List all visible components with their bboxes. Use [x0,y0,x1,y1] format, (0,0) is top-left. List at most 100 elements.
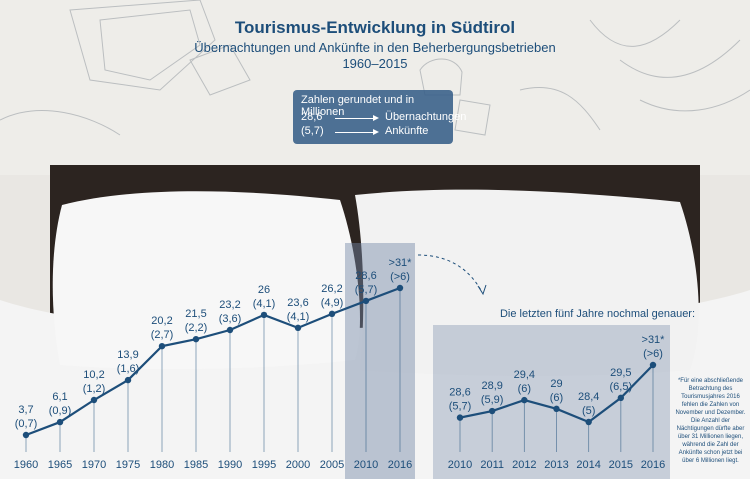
data-point [617,394,625,402]
value-label: 3,7 [18,404,33,416]
period-label: 1960–2015 [342,56,408,71]
data-point [328,310,336,318]
x-tick-label: 1995 [252,459,276,471]
arrival-label: (3,6) [219,313,242,325]
data-point [22,431,30,439]
value-label: 6,1 [52,391,67,403]
data-point [192,335,200,343]
legend-heading: Zahlen gerundet und in Millionen [301,94,415,118]
arrival-label: (5,7) [449,401,472,413]
highlight-band-main [345,243,415,479]
x-tick-label: 1975 [116,459,140,471]
data-point [158,342,166,350]
x-tick-label: 2016 [641,459,665,471]
data-point [521,396,528,404]
value-label: 13,9 [117,349,138,361]
data-point [226,326,234,334]
data-point [362,297,370,305]
value-label: >31* [389,257,413,269]
data-point [260,311,268,319]
legend-arrival-label: Ankünfte [385,125,429,137]
x-tick-label: 2010 [448,459,472,471]
x-tick-label: 2015 [609,459,633,471]
value-label: 29 [550,378,562,390]
value-label: 26,2 [321,283,342,295]
arrival-label: (5,9) [481,394,504,406]
value-label: 20,2 [151,315,172,327]
arrival-label: (5,7) [355,284,378,296]
data-point [124,376,132,384]
inset-title: Die letzten fünf Jahre nochmal genauer: [499,308,696,320]
pillow-right [355,189,699,376]
value-label: 26 [258,284,270,296]
value-label: 28,9 [481,380,502,392]
value-label: >31* [642,334,666,346]
arrival-label: (>6) [643,348,663,360]
arrival-label: (4,1) [287,311,310,323]
x-tick-label: 2012 [512,459,536,471]
data-point [488,407,496,415]
inset-line-chart: 28,6 (5,7) 2010 28,9 (5,9) 2011 29,4 (6) 2012 29 (… [448,334,665,471]
arrival-label: (6,5) [610,381,633,393]
arrival-label: (6) [518,383,531,395]
data-point [585,418,592,426]
x-tick-label: 2005 [320,459,344,471]
x-tick-label: 2014 [576,459,600,471]
value-label: 23,2 [219,299,240,311]
wall-background [0,0,750,175]
x-tick-label: 2013 [544,459,568,471]
data-point [649,361,657,369]
x-tick-label: 1960 [14,459,38,471]
x-tick-label: 1990 [218,459,242,471]
x-tick-label: 1970 [82,459,106,471]
arrival-label: (2,2) [185,322,208,334]
value-label: 28,4 [578,391,599,403]
data-point [294,324,302,332]
arrival-label: (4,9) [321,297,344,309]
x-tick-label: 2000 [286,459,310,471]
main-line-chart: 3,7 (0,7) 1960 6,1 (0,9) 1965 10,2 (1,2) 1970 13,… [14,257,412,471]
x-tick-label: 1980 [150,459,174,471]
highlight-band-inset [433,325,670,479]
arrival-label: (6) [550,392,563,404]
arrival-label: (1,6) [117,363,140,375]
legend-overnight-label: Übernachtungen [385,111,467,123]
data-point [553,405,560,413]
legend-arrow-icon [335,129,379,135]
page-subtitle: Übernachtungen und Ankünfte in den Beher… [194,40,556,55]
data-point [456,414,464,421]
data-point [56,418,64,426]
x-tick-label: 2016 [388,459,412,471]
legend-overnight-example: 28,6 [301,111,323,123]
arrival-label: (>6) [390,271,410,283]
value-label: 28,6 [355,270,376,282]
arrival-label: (1,2) [83,383,106,395]
wall-sketch [0,0,750,136]
arrival-label: (0,9) [49,405,72,417]
x-tick-label: 1965 [48,459,72,471]
legend-arrow-icon [335,115,379,121]
arrival-label: (0,7) [15,418,38,430]
data-point [90,396,98,404]
value-label: 23,6 [287,297,308,309]
value-label: 10,2 [83,369,104,381]
value-label: 28,6 [449,387,470,399]
pillow-left [52,191,360,370]
arrival-label: (5) [582,405,595,417]
connector-arrowhead [477,284,487,296]
arrival-label: (2,7) [151,329,174,341]
value-label: 29,5 [610,367,631,379]
value-label: 29,4 [514,369,535,381]
footnote: *Für eine abschließende Betrachtung des … [675,378,746,464]
x-tick-label: 2010 [354,459,378,471]
value-label: 21,5 [185,308,206,320]
data-point [396,284,404,292]
page-title: Tourismus-Entwicklung in Südtirol [234,18,516,37]
series-line [25,286,401,437]
legend-arrival-example: (5,7) [301,125,324,137]
x-tick-label: 2011 [480,459,504,471]
x-tick-label: 1985 [184,459,208,471]
arrival-label: (4,1) [253,298,276,310]
legend-box: Zahlen gerundet und in Millionen 28,6 Üb… [293,90,466,144]
